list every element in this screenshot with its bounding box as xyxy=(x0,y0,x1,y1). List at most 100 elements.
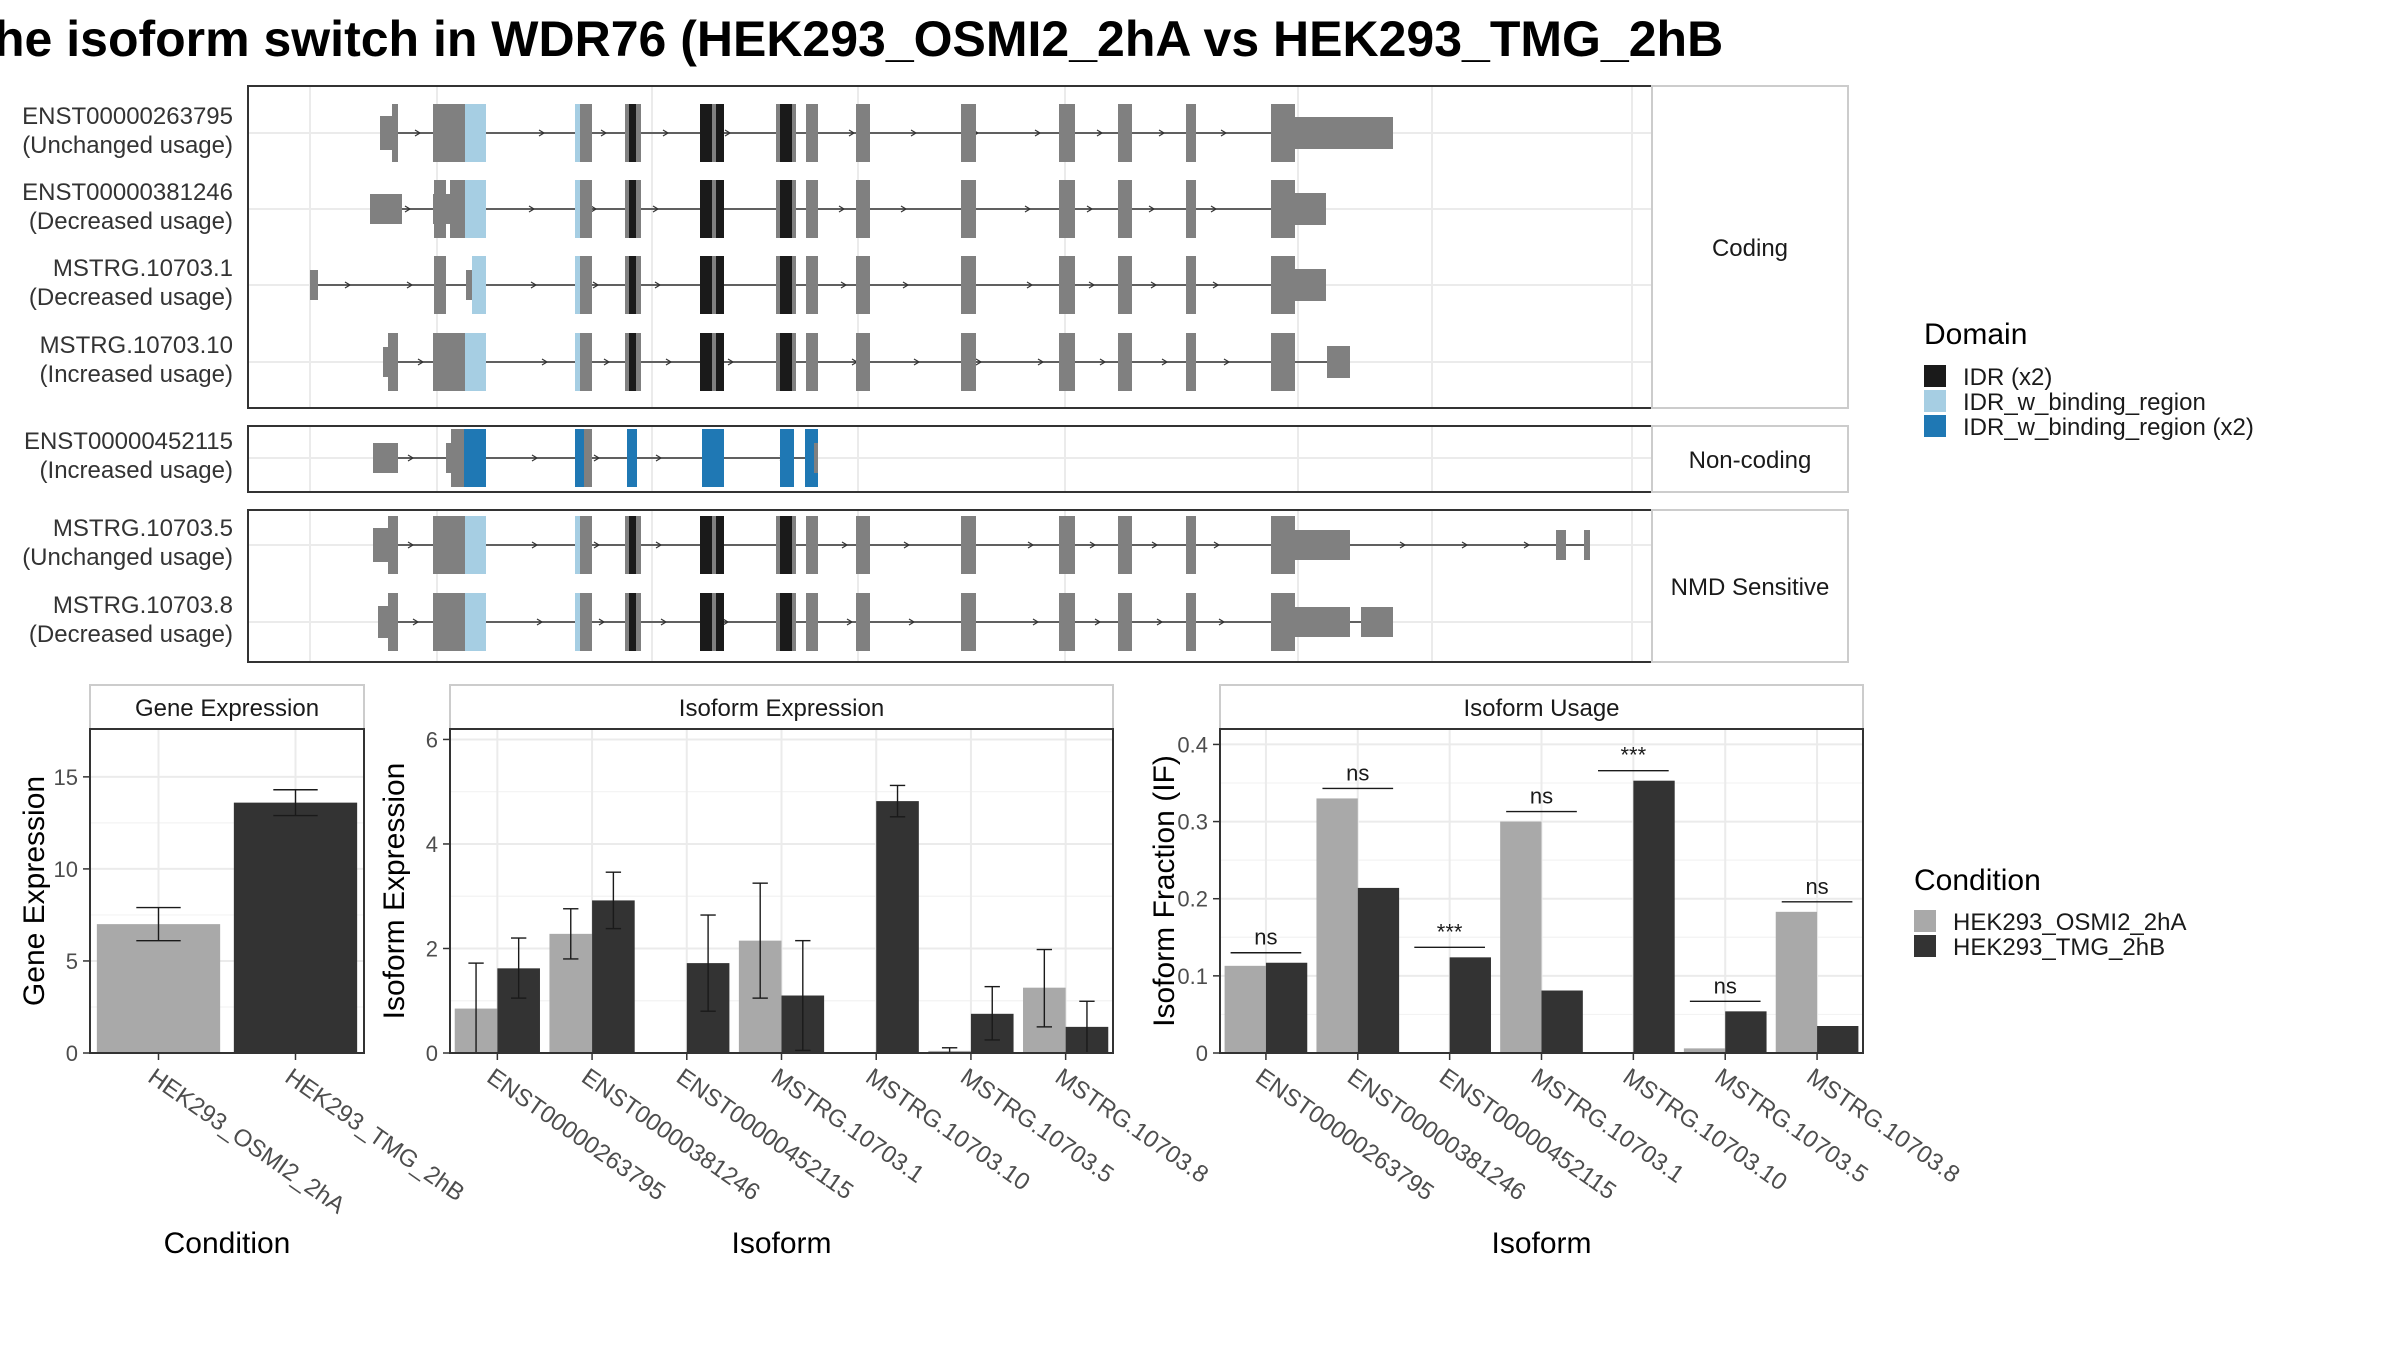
bar xyxy=(233,802,358,1053)
strand-arrow xyxy=(1223,358,1231,366)
exon xyxy=(472,256,486,314)
exon xyxy=(1295,269,1326,301)
strand-arrow xyxy=(1034,129,1042,137)
strand-arrow xyxy=(528,205,536,213)
exon xyxy=(580,593,592,651)
exon xyxy=(1186,256,1196,314)
chart-strip xyxy=(1219,684,1864,730)
strand-arrow xyxy=(404,205,412,213)
exon xyxy=(625,333,629,391)
strand-arrow xyxy=(913,358,921,366)
strand-arrow xyxy=(1523,541,1531,549)
exon xyxy=(700,256,712,314)
strand-arrow xyxy=(536,618,544,626)
exon xyxy=(575,333,580,391)
exon xyxy=(1271,333,1295,391)
strand-arrow xyxy=(600,129,608,137)
exon xyxy=(465,516,486,574)
exon xyxy=(636,333,641,391)
figure-title: he isoform switch in WDR76 (HEK293_OSMI2… xyxy=(0,11,1723,67)
strand-arrow xyxy=(1026,281,1034,289)
bar xyxy=(1817,1026,1859,1053)
strand-arrow xyxy=(1212,281,1220,289)
strand-arrow xyxy=(1158,129,1166,137)
exon xyxy=(580,104,592,162)
x-tick-label: MSTRG.10703.8 xyxy=(1802,1063,1965,1188)
exon xyxy=(1361,607,1393,637)
exon xyxy=(625,256,629,314)
exon xyxy=(629,180,636,238)
x-axis-title: Isoform xyxy=(1491,1227,1591,1260)
exon xyxy=(1295,607,1350,637)
exon xyxy=(1271,180,1295,238)
significance-label: *** xyxy=(1621,743,1647,768)
exon xyxy=(629,516,636,574)
exon xyxy=(627,429,637,487)
exon xyxy=(700,593,712,651)
exon xyxy=(1271,256,1295,314)
strand-arrow xyxy=(1151,541,1159,549)
domain-legend: Domain IDR (x2)IDR_w_binding_regionIDR_w_… xyxy=(1924,318,2254,441)
y-tick-label: 0 xyxy=(1196,1041,1208,1066)
bar xyxy=(876,801,919,1053)
y-tick-label: 0.3 xyxy=(1177,810,1208,835)
exon xyxy=(1271,593,1295,651)
transcript-id-label: MSTRG.10703.10 xyxy=(40,332,233,359)
transcript-mstrg.10703.1 xyxy=(310,256,1326,314)
exon xyxy=(465,333,486,391)
strand-arrow xyxy=(593,541,601,549)
strand-arrow xyxy=(848,129,856,137)
y-tick-label: 6 xyxy=(426,727,438,752)
exon xyxy=(446,443,451,473)
x-tick-label: MSTRG.10703.8 xyxy=(1050,1063,1213,1188)
y-axis-title: Isoform Fraction (IF) xyxy=(1148,755,1181,1027)
legend-title: Domain xyxy=(1924,318,2027,351)
exon xyxy=(776,104,780,162)
exon xyxy=(806,256,818,314)
exon xyxy=(636,256,641,314)
exon xyxy=(580,180,592,238)
exon xyxy=(712,256,716,314)
exon xyxy=(806,104,818,162)
transcript-usage-label: (Decreased usage) xyxy=(29,284,233,311)
strand-arrow xyxy=(1210,205,1218,213)
exon xyxy=(1295,530,1350,560)
exon xyxy=(700,333,712,391)
exon xyxy=(465,593,486,651)
exon xyxy=(1118,104,1132,162)
bar xyxy=(1316,798,1358,1053)
isoform-usage-chart: Isoform Usage 0 0.1 0.2 0.3 0.4 ns ns *** ns *** ns… xyxy=(1148,684,1965,1260)
exon xyxy=(1118,593,1132,651)
transcript-usage-label: (Increased usage) xyxy=(40,457,233,484)
exon xyxy=(575,593,580,651)
x-axis-title: Condition xyxy=(164,1227,291,1260)
strand-arrow xyxy=(910,129,918,137)
structure-panel-non-coding: Non-coding xyxy=(247,425,1849,493)
transcript-enst00000452115 xyxy=(373,429,818,487)
strand-arrow xyxy=(727,358,735,366)
exon xyxy=(856,593,870,651)
exon xyxy=(575,256,580,314)
exon xyxy=(1186,593,1196,651)
strand-arrow xyxy=(1099,358,1107,366)
exon xyxy=(580,516,592,574)
exon xyxy=(712,333,716,391)
bar xyxy=(1224,965,1266,1053)
legend-key xyxy=(1924,390,1946,412)
transcript-mstrg.10703.10 xyxy=(383,333,1350,391)
strand-arrow xyxy=(344,281,352,289)
strand-arrow xyxy=(838,205,846,213)
exon xyxy=(1059,593,1075,651)
exon xyxy=(625,104,629,162)
exon xyxy=(961,593,976,651)
x-tick-label: MSTRG.10703.10 xyxy=(1618,1063,1792,1196)
strand-arrow xyxy=(1220,129,1228,137)
structure-panel-nmd-sensitive: NMD Sensitive xyxy=(247,509,1849,663)
exon xyxy=(434,104,446,162)
exon xyxy=(575,429,584,487)
exon xyxy=(434,516,446,574)
exon xyxy=(465,104,486,162)
strand-arrow xyxy=(1027,541,1035,549)
